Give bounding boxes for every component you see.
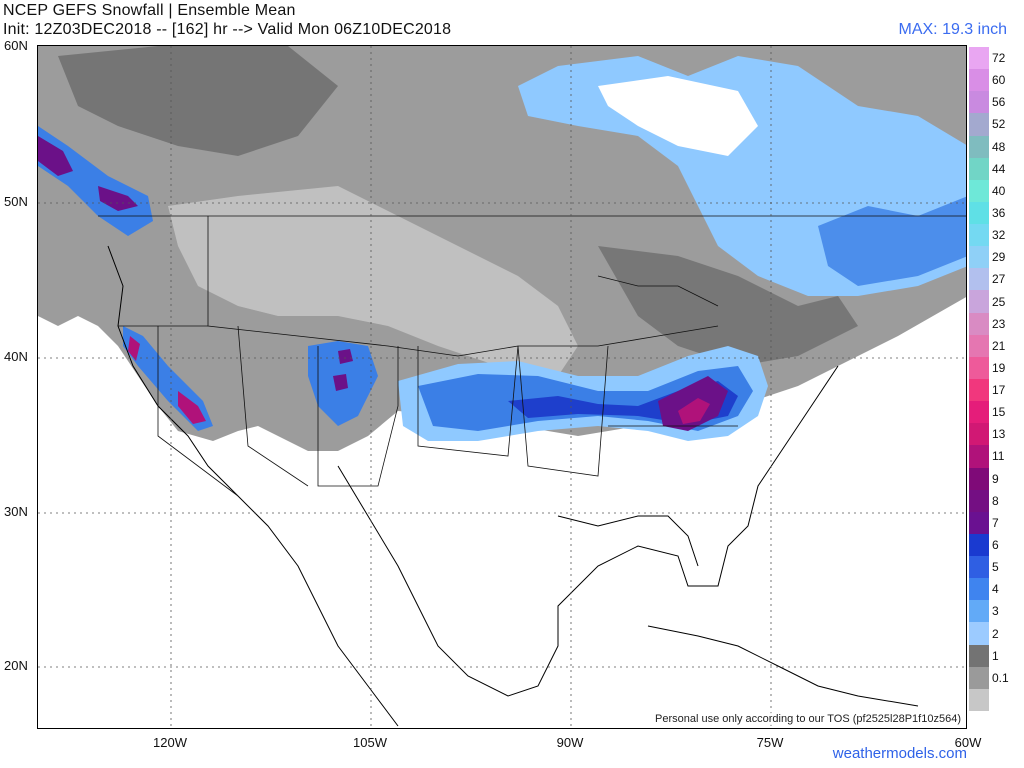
colorbar-cell <box>969 600 989 623</box>
brand-link[interactable]: weathermodels.com <box>832 745 967 762</box>
lat-label-50n: 50N <box>4 194 28 209</box>
lat-label-60n: 60N <box>4 38 28 53</box>
lon-label-75w: 75W <box>756 735 784 750</box>
colorbar-label: 8 <box>992 493 999 508</box>
colorbar-cell <box>969 179 989 203</box>
snow-field-light <box>168 186 578 376</box>
colorbar-cell <box>969 556 989 579</box>
lon-label-90w: 90W <box>556 735 584 750</box>
colorbar-cell <box>969 666 989 690</box>
colorbar-label: 19 <box>992 360 1006 375</box>
colorbar-label: 21 <box>992 338 1006 353</box>
hudson-white <box>598 76 758 156</box>
colorbar-cell <box>969 644 989 668</box>
colorbar-cell <box>969 379 989 402</box>
snow-field-dark-east <box>598 246 858 366</box>
colorbar-cell <box>969 401 989 424</box>
colorbar-cell <box>969 423 989 446</box>
colorbar <box>969 47 989 712</box>
colorbar-cell <box>969 69 989 92</box>
colorbar-label: 52 <box>992 117 1006 132</box>
no-snow-south <box>38 307 966 728</box>
colorbar-label: 13 <box>992 427 1006 442</box>
snowfall-map: Personal use only according to our TOS (… <box>37 45 967 729</box>
colorbar-label: 7 <box>992 515 999 530</box>
colorbar-cell <box>969 334 989 358</box>
colorbar-cell <box>969 578 989 601</box>
lon-label-60w: 60W <box>954 735 982 750</box>
colorbar-label: 25 <box>992 294 1006 309</box>
colorbar-label: 32 <box>992 228 1006 243</box>
colorbar-cell <box>969 246 989 269</box>
colorbar-cell <box>969 201 989 225</box>
colorbar-cell <box>969 47 989 70</box>
map-subtitle: Init: 12Z03DEC2018 -- [162] hr --> Valid… <box>3 21 452 38</box>
colorbar-cell <box>969 224 989 247</box>
colorbar-label: 4 <box>992 582 999 597</box>
colorbar-label: 3 <box>992 604 999 619</box>
colorbar-cell <box>969 135 989 159</box>
tos-notice: Personal use only according to our TOS (… <box>653 713 963 725</box>
colorbar-label: 48 <box>992 139 1006 154</box>
colorbar-cell <box>969 91 989 114</box>
colorbar-cell <box>969 467 989 491</box>
graticule <box>38 46 966 728</box>
colorbar-label: 2 <box>992 626 999 641</box>
snow-rockies-max <box>333 349 353 391</box>
snow-bc-coast-max <box>38 136 138 211</box>
colorbar-cell <box>969 511 989 535</box>
colorbar-label: 15 <box>992 405 1006 420</box>
colorbar-cell <box>969 489 989 513</box>
colorbar-cell <box>969 622 989 646</box>
snow-max-appalachia-core <box>678 398 710 424</box>
colorbar-label: 44 <box>992 161 1006 176</box>
lat-label-20n: 20N <box>4 658 28 673</box>
lat-label-40n: 40N <box>4 349 28 364</box>
snow-band-canada-blue <box>818 196 966 286</box>
lon-label-105w: 105W <box>353 735 387 750</box>
map-title: NCEP GEFS Snowfall | Ensemble Mean <box>3 2 296 19</box>
lat-label-30n: 30N <box>4 504 28 519</box>
colorbar-cell <box>969 312 989 336</box>
colorbar-label: 40 <box>992 183 1006 198</box>
colorbar-label: 60 <box>992 73 1006 88</box>
colorbar-label: 29 <box>992 250 1006 265</box>
colorbar-label: 27 <box>992 272 1006 287</box>
snow-sierra-max <box>128 336 206 424</box>
colorbar-cell <box>969 356 989 380</box>
colorbar-label: 56 <box>992 95 1006 110</box>
snow-field-dark <box>58 46 338 156</box>
colorbar-label: 23 <box>992 316 1006 331</box>
colorbar-label: 17 <box>992 383 1006 398</box>
snowfall-map-graphic <box>38 46 966 728</box>
colorbar-cell <box>969 445 989 469</box>
colorbar-label: 1 <box>992 648 999 663</box>
colorbar-cell <box>969 113 989 137</box>
coastlines <box>107 245 919 727</box>
max-value-label: MAX: 19.3 inch <box>898 21 1008 38</box>
colorbar-cell <box>969 268 989 291</box>
colorbar-cell <box>969 290 989 314</box>
colorbar-label: 6 <box>992 538 999 552</box>
colorbar-label: 0.1 <box>992 670 1009 685</box>
colorbar-label: 72 <box>992 51 1006 66</box>
colorbar-cell <box>969 688 989 712</box>
political-borders <box>98 215 966 497</box>
colorbar-label: 11 <box>992 449 1005 464</box>
lon-label-120w: 120W <box>153 735 187 750</box>
colorbar-label: 5 <box>992 560 999 575</box>
colorbar-label: 36 <box>992 206 1006 220</box>
colorbar-label: 9 <box>992 471 999 486</box>
colorbar-cell <box>969 157 989 181</box>
colorbar-cell <box>969 533 989 557</box>
